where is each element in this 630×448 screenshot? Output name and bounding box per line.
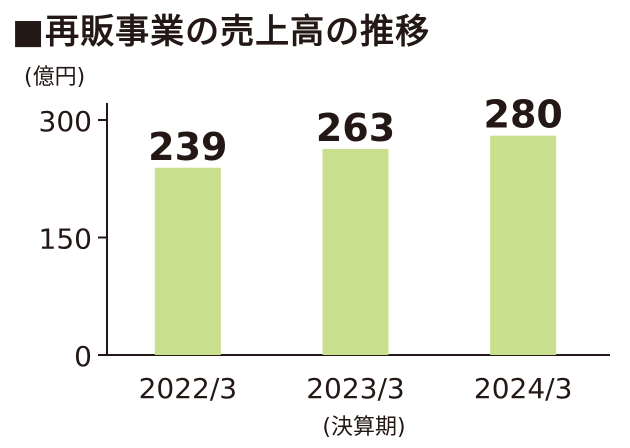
y-tick-label: 0 <box>74 340 92 373</box>
x-axis-title: (決算期) <box>322 415 405 440</box>
y-axis-unit-label: (億円) <box>24 65 85 90</box>
bar <box>490 135 557 355</box>
chart-title: ■再販事業の売上高の推移 <box>12 12 431 52</box>
bar <box>154 167 221 355</box>
bar <box>322 148 389 355</box>
y-tick-label: 150 <box>39 223 92 256</box>
x-tick-label: 2022/3 <box>139 372 238 405</box>
x-tick-label: 2024/3 <box>474 372 573 405</box>
bar-value-label: 263 <box>316 106 395 150</box>
bar-value-label: 280 <box>484 93 563 137</box>
bar-value-label: 239 <box>148 125 227 169</box>
y-tick-label: 300 <box>39 105 92 138</box>
x-tick-label: 2023/3 <box>306 372 405 405</box>
